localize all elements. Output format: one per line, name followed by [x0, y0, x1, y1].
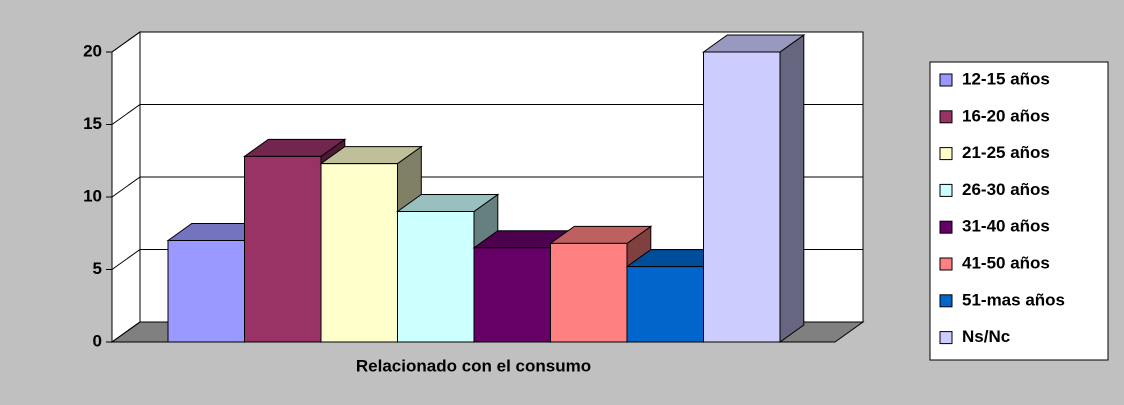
legend-swatch	[939, 331, 953, 345]
grid-line	[111, 104, 863, 125]
legend-swatch	[939, 220, 953, 234]
y-tick-label: 5	[93, 259, 102, 278]
y-tick-label: 0	[93, 331, 102, 350]
legend-swatch	[939, 294, 953, 308]
legend-label: 16-20 años	[962, 106, 1050, 125]
legend-swatch	[939, 183, 953, 197]
legend-swatch	[939, 73, 953, 87]
bar	[320, 163, 398, 343]
bar	[473, 247, 551, 343]
legend-label: 41-50 años	[962, 253, 1050, 272]
y-tick-label: 15	[83, 114, 102, 133]
bar	[244, 155, 322, 343]
bar-side	[779, 34, 805, 343]
legend-label: 31-40 años	[962, 217, 1050, 236]
y-tick-label: 20	[83, 41, 102, 60]
legend-label: Ns/Nc	[962, 327, 1010, 346]
bar	[397, 211, 475, 343]
x-category-label: Relacionado con el consumo	[356, 356, 591, 375]
legend-label: 21-25 años	[962, 143, 1050, 162]
legend-label: 51-mas años	[962, 290, 1065, 309]
bar	[550, 242, 628, 343]
legend-swatch	[939, 257, 953, 271]
legend-swatch	[939, 147, 953, 161]
legend-label: 12-15 años	[962, 69, 1050, 88]
bar	[703, 51, 781, 343]
legend-swatch	[939, 110, 953, 124]
y-tick-label: 10	[83, 186, 102, 205]
legend	[929, 61, 1109, 361]
bar	[167, 240, 245, 343]
bar	[626, 266, 704, 343]
grid-line	[111, 31, 863, 53]
grid-line	[111, 176, 863, 198]
legend-label: 26-30 años	[962, 180, 1050, 199]
